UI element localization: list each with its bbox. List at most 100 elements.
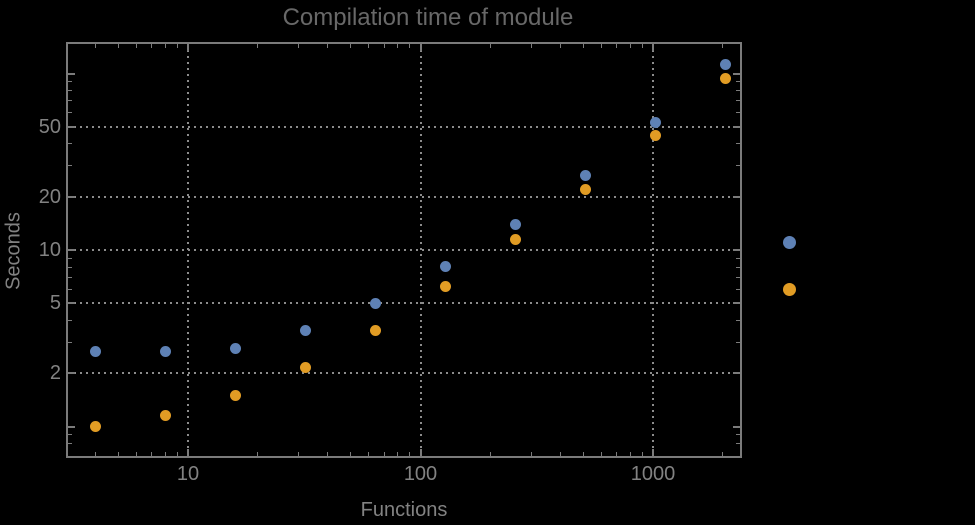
y-tick-right-0.8 — [736, 443, 740, 445]
x-tick-20 — [257, 452, 259, 456]
data-point-series-1-blue-x8 — [159, 346, 171, 358]
x-tick-4 — [94, 452, 96, 456]
y-tick-right-100 — [733, 72, 740, 75]
y-tick-1 — [68, 425, 75, 428]
y-tick-70 — [68, 100, 72, 102]
x-tick-8 — [164, 452, 166, 456]
x-tick-200 — [489, 452, 491, 456]
y-tick-label-50: 50 — [38, 115, 61, 138]
x-tick-top-4 — [94, 44, 96, 48]
x-tick-1000 — [652, 449, 654, 456]
y-tick-right-7 — [736, 276, 740, 278]
x-tick-6 — [135, 452, 137, 456]
x-tick-10 — [187, 449, 189, 456]
data-point-series-1-blue-x4 — [89, 346, 101, 358]
x-axis-label: Functions — [360, 499, 448, 521]
y-tick-4 — [68, 319, 72, 321]
x-tick-top-9 — [176, 44, 178, 48]
x-tick-70 — [383, 452, 385, 456]
y-tick-right-4 — [736, 319, 740, 321]
y-tick-60 — [68, 112, 72, 114]
y-tick-label-10: 10 — [38, 239, 61, 261]
y-tick-40 — [68, 143, 72, 145]
x-tick-top-6 — [135, 44, 137, 48]
x-tick-top-5 — [117, 44, 119, 48]
x-tick-top-900 — [641, 44, 643, 48]
data-point-series-2-orange-x64 — [369, 324, 381, 336]
y-tick-right-9 — [736, 257, 740, 259]
x-tick-500 — [582, 452, 584, 456]
data-point-series-2-orange-x1024 — [649, 130, 661, 142]
y-tick-right-30 — [736, 165, 740, 167]
y-tick-right-70 — [736, 100, 740, 102]
y-tick-right-10 — [733, 249, 740, 251]
y-tick-3 — [68, 341, 72, 343]
x-tick-300 — [530, 452, 532, 456]
x-tick-top-70 — [383, 44, 385, 48]
y-tick-30 — [68, 165, 72, 167]
y-tick-right-6 — [736, 288, 740, 290]
y-tick-10 — [68, 249, 75, 251]
x-tick-90 — [409, 452, 411, 456]
x-tick-top-90 — [409, 44, 411, 48]
x-tick-top-300 — [530, 44, 532, 48]
x-tick-top-600 — [600, 44, 602, 48]
y-tick-20 — [68, 195, 75, 198]
legend-marker-series1 — [782, 235, 796, 249]
gridline-y-50 — [68, 125, 740, 128]
y-tick-100 — [68, 72, 75, 75]
x-tick-top-30 — [298, 44, 300, 48]
y-tick-8 — [68, 266, 72, 268]
x-tick-top-2000 — [722, 44, 724, 48]
y-tick-right-20 — [733, 195, 740, 198]
x-tick-top-50 — [350, 44, 351, 48]
x-tick-top-100 — [419, 44, 422, 51]
x-tick-7 — [151, 452, 153, 456]
data-point-series-2-orange-x16 — [229, 389, 241, 401]
x-tick-top-200 — [489, 44, 491, 48]
data-point-series-1-blue-x1024 — [649, 116, 661, 128]
data-point-series-1-blue-x32 — [299, 324, 311, 336]
x-tick-900 — [641, 452, 643, 456]
plot-frame — [66, 42, 742, 458]
gridline-y-10 — [68, 249, 740, 251]
legend-marker-series2 — [782, 282, 796, 296]
y-tick-80 — [68, 90, 72, 92]
x-tick-600 — [600, 452, 602, 456]
x-tick-2000 — [722, 452, 724, 456]
data-point-series-1-blue-x64 — [369, 298, 381, 310]
x-tick-top-80 — [397, 44, 399, 48]
x-tick-700 — [616, 452, 618, 456]
x-tick-5 — [117, 452, 119, 456]
x-tick-top-40 — [327, 44, 329, 48]
data-point-series-1-blue-x512 — [579, 169, 591, 181]
x-tick-label-10: 10 — [176, 463, 200, 485]
data-point-series-1-blue-x2048 — [719, 58, 731, 70]
data-point-series-2-orange-x32 — [299, 362, 311, 374]
data-point-series-1-blue-x256 — [509, 218, 521, 230]
x-tick-top-7 — [151, 44, 153, 48]
y-tick-90 — [68, 81, 72, 83]
y-tick-label-5: 5 — [49, 292, 61, 315]
x-tick-top-700 — [616, 44, 618, 48]
x-tick-top-500 — [582, 44, 584, 48]
x-tick-top-1000 — [652, 44, 654, 51]
x-tick-30 — [298, 452, 300, 456]
x-tick-60 — [368, 452, 370, 456]
x-tick-400 — [559, 452, 561, 456]
data-point-series-1-blue-x128 — [439, 260, 451, 272]
x-tick-top-10 — [187, 44, 189, 51]
y-tick-right-2 — [733, 372, 740, 375]
y-tick-5 — [68, 302, 75, 305]
y-tick-9 — [68, 257, 72, 259]
chart-title: Compilation time of module — [282, 4, 574, 31]
data-point-series-2-orange-x4 — [89, 421, 101, 432]
y-tick-right-0.9 — [736, 434, 740, 436]
y-tick-0.8 — [68, 443, 72, 445]
x-tick-9 — [176, 452, 178, 456]
x-tick-100 — [419, 449, 422, 456]
x-tick-top-60 — [368, 44, 370, 48]
y-tick-label-2: 2 — [49, 362, 61, 385]
x-tick-800 — [629, 452, 631, 456]
y-tick-right-40 — [736, 143, 740, 145]
